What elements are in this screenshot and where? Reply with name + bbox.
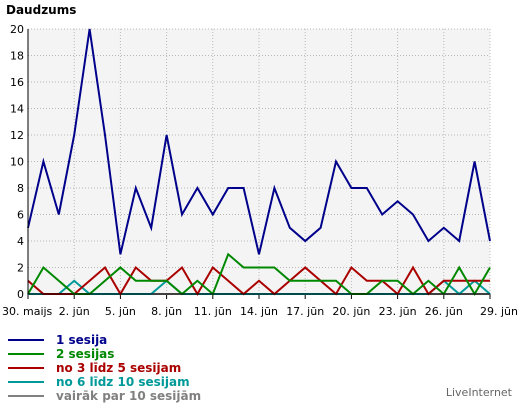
x-tick-label: 26. jūn — [425, 305, 463, 318]
legend-label: no 3 līdz 5 sesijam — [56, 361, 182, 375]
y-axis-title: Daudzums — [6, 3, 76, 17]
y-tick-label: 8 — [17, 182, 24, 195]
y-tick-label: 4 — [17, 235, 24, 248]
brand-label: LiveInternet — [445, 386, 512, 399]
legend: 1 sesija 2 sesijas no 3 līdz 5 sesijam no 6… — [8, 333, 201, 403]
x-tick-label: 20. jūn — [332, 305, 370, 318]
y-tick-label: 2 — [17, 262, 24, 275]
legend-item: vairāk par 10 sesijām — [8, 389, 201, 403]
x-tick-label: 29. jūn — [480, 305, 518, 318]
x-tick-label: 17. jūn — [286, 305, 324, 318]
x-tick-label: 23. jūn — [379, 305, 417, 318]
legend-label: 1 sesija — [56, 333, 108, 347]
legend-swatch — [8, 367, 44, 369]
grid-lines — [28, 28, 491, 294]
y-tick-label: 14 — [10, 103, 24, 116]
axes — [27, 29, 490, 295]
x-tick-label: 8. jūn — [151, 305, 182, 318]
legend-item: 2 sesijas — [8, 347, 201, 361]
series-line — [27, 28, 491, 255]
legend-label: no 6 līdz 10 sesijam — [56, 375, 190, 389]
series-line — [27, 265, 490, 296]
legend-item: no 6 līdz 10 sesijam — [8, 375, 201, 389]
legend-swatch — [8, 353, 44, 355]
y-tick-label: 16 — [10, 76, 24, 89]
x-tick-label: 14. jūn — [240, 305, 278, 318]
y-tick-label: 0 — [17, 288, 24, 301]
legend-label: vairāk par 10 sesijām — [56, 389, 202, 403]
y-tick-label: 18 — [10, 50, 24, 63]
x-axis: 30. maijs 2. jūn 5. jūn 8. jūn 11. jūn 14. jū… — [2, 294, 518, 318]
line-chart: Daudzums 0 2 4 6 8 10 12 14 16 18 20 30. maijs 2. j… — [2, 3, 518, 318]
y-axis: 0 2 4 6 8 10 12 14 16 18 20 — [10, 23, 24, 301]
x-tick-label: 11. jūn — [194, 305, 232, 318]
legend-swatch — [8, 339, 44, 341]
legend-swatch — [8, 381, 44, 383]
y-tick-label: 12 — [10, 129, 24, 142]
x-tick-label: 5. jūn — [105, 305, 136, 318]
y-tick-label: 20 — [10, 23, 24, 36]
legend-label: 2 sesijas — [56, 347, 115, 361]
legend-swatch — [8, 395, 44, 397]
x-tick-label: 2. jūn — [59, 305, 90, 318]
x-tick-label: 30. maijs — [2, 305, 53, 318]
y-tick-label: 10 — [10, 156, 24, 169]
legend-item: 1 sesija — [8, 333, 201, 347]
legend-item: no 3 līdz 5 sesijam — [8, 361, 201, 375]
y-tick-label: 6 — [17, 209, 24, 222]
